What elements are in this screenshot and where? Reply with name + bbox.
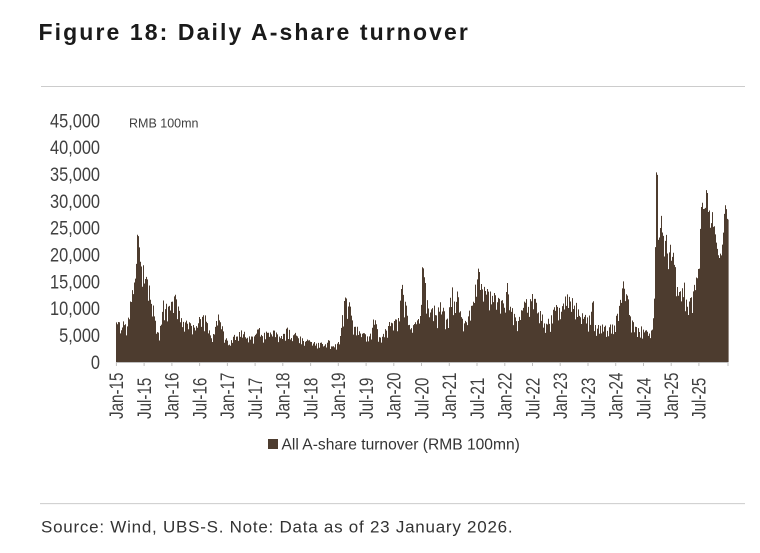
svg-text:Jan-23: Jan-23 bbox=[549, 373, 571, 419]
svg-text:Jul-20: Jul-20 bbox=[411, 378, 433, 419]
svg-text:Jul-19: Jul-19 bbox=[355, 378, 377, 419]
svg-text:Jul-17: Jul-17 bbox=[244, 378, 266, 419]
svg-text:Jan-15: Jan-15 bbox=[106, 373, 128, 419]
svg-text:15,000: 15,000 bbox=[50, 271, 100, 292]
svg-text:40,000: 40,000 bbox=[50, 137, 100, 158]
svg-text:Jan-18: Jan-18 bbox=[272, 373, 294, 419]
svg-text:Source: Wind, UBS-S. Note: Dat: Source: Wind, UBS-S. Note: Data as of 23… bbox=[41, 518, 513, 537]
svg-text:Jul-16: Jul-16 bbox=[189, 378, 211, 419]
svg-text:5,000: 5,000 bbox=[59, 325, 100, 346]
svg-text:Jul-24: Jul-24 bbox=[633, 377, 655, 419]
svg-text:Jul-25: Jul-25 bbox=[688, 378, 710, 419]
svg-text:Jul-23: Jul-23 bbox=[577, 378, 599, 419]
svg-text:All A-share turnover (RMB 100m: All A-share turnover (RMB 100mn) bbox=[282, 437, 520, 454]
svg-text:45,000: 45,000 bbox=[50, 110, 100, 131]
svg-text:35,000: 35,000 bbox=[50, 164, 100, 185]
svg-text:Jul-18: Jul-18 bbox=[300, 378, 322, 419]
svg-text:10,000: 10,000 bbox=[50, 298, 100, 319]
svg-text:Jul-15: Jul-15 bbox=[133, 378, 155, 419]
svg-text:Jan-20: Jan-20 bbox=[383, 373, 405, 419]
svg-text:20,000: 20,000 bbox=[50, 244, 100, 265]
svg-text:Figure 18: Daily A-share turno: Figure 18: Daily A-share turnover bbox=[39, 19, 470, 45]
svg-text:Jul-21: Jul-21 bbox=[466, 378, 488, 419]
svg-text:Jan-24: Jan-24 bbox=[605, 372, 627, 419]
svg-text:Jan-19: Jan-19 bbox=[327, 373, 349, 419]
svg-text:25,000: 25,000 bbox=[50, 218, 100, 239]
svg-text:0: 0 bbox=[91, 352, 100, 373]
svg-text:Jan-25: Jan-25 bbox=[660, 373, 682, 419]
svg-text:RMB 100mn: RMB 100mn bbox=[129, 117, 199, 131]
svg-text:Jan-17: Jan-17 bbox=[217, 373, 239, 419]
svg-text:Jan-21: Jan-21 bbox=[438, 373, 460, 419]
svg-text:Jan-16: Jan-16 bbox=[161, 373, 183, 419]
svg-text:30,000: 30,000 bbox=[50, 191, 100, 212]
svg-text:Jan-22: Jan-22 bbox=[494, 373, 516, 419]
svg-text:Jul-22: Jul-22 bbox=[522, 378, 544, 419]
